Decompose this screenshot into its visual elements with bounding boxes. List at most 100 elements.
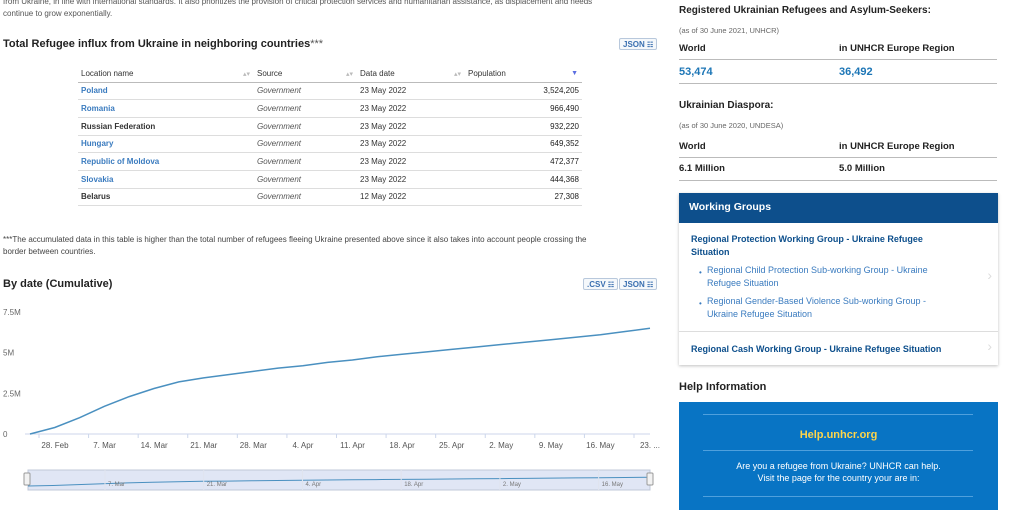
y-tick-label: 2.5M bbox=[3, 389, 21, 398]
population-cell: 966,490 bbox=[465, 99, 582, 118]
help-text-line: Visit the page for the country your are … bbox=[757, 473, 920, 483]
column-header-source[interactable]: Source ▴▾ bbox=[254, 66, 357, 83]
help-unhcr-link[interactable]: Help.unhcr.org bbox=[799, 429, 878, 441]
registered-europe-value: 36,492 bbox=[839, 66, 873, 78]
wg-gbv-line: Regional Gender-Based Violence Sub-worki… bbox=[707, 296, 926, 306]
registered-values-row: 53,474 36,492 bbox=[679, 62, 997, 84]
help-text-line: Are you a refugee from Ukraine? UNHCR ca… bbox=[736, 461, 941, 471]
navigator-series-line bbox=[27, 476, 651, 487]
table-row: Poland Government 23 May 2022 3,524,205 bbox=[78, 82, 582, 101]
registered-subtitle: (as of 30 June 2021, UNHCR) bbox=[679, 26, 780, 35]
rss-icon: ☷ bbox=[607, 282, 615, 289]
table-json-button[interactable]: JSON ☷ bbox=[619, 38, 658, 50]
working-groups-header: Working Groups bbox=[679, 193, 998, 223]
x-tick-label: 16. May bbox=[586, 441, 614, 450]
table-row: Slovakia Government 23 May 2022 444,368 bbox=[78, 170, 582, 189]
csv-button[interactable]: .CSV ☷ bbox=[583, 278, 619, 290]
registered-world-value: 53,474 bbox=[679, 66, 713, 78]
sort-desc-icon[interactable]: ▼ bbox=[571, 70, 578, 77]
column-header-location[interactable]: Location name ▴▾ bbox=[78, 66, 254, 83]
wg-child-line: Regional Child Protection Sub-working Gr… bbox=[707, 265, 928, 275]
diaspora-world-value: 6.1 Million bbox=[679, 163, 725, 174]
help-box: Help.unhcr.org Are you a refugee from Uk… bbox=[679, 402, 998, 510]
wg-protection-line: Regional Protection Working Group - Ukra… bbox=[691, 234, 923, 244]
population-table: Location name ▴▾ Source ▴▾ Data date ▴▾ Pop… bbox=[78, 66, 582, 207]
location-cell[interactable]: Republic of Moldova bbox=[78, 152, 254, 171]
x-tick-label: 7. Mar bbox=[93, 441, 116, 450]
navigator-tick-label: 7. Mar bbox=[108, 482, 125, 488]
x-tick-label: 21. Mar bbox=[190, 441, 217, 450]
rss-icon: ☷ bbox=[647, 282, 654, 289]
date-cell: 23 May 2022 bbox=[357, 170, 465, 189]
x-tick-label: 4. Apr bbox=[292, 441, 313, 450]
source-cell: Government bbox=[254, 152, 357, 171]
diaspora-subtitle: (as of 30 June 2020, UNDESA) bbox=[679, 121, 784, 130]
help-divider bbox=[703, 450, 973, 451]
table-row: Republic of Moldova Government 23 May 2022… bbox=[78, 152, 582, 171]
date-cell: 23 May 2022 bbox=[357, 82, 465, 101]
date-cell: 12 May 2022 bbox=[357, 188, 465, 207]
chevron-right-icon[interactable]: › bbox=[987, 338, 992, 354]
date-cell: 23 May 2022 bbox=[357, 117, 465, 136]
col-world-label: World bbox=[679, 43, 706, 54]
bullet-icon: • bbox=[699, 299, 702, 308]
x-tick-label: 2. May bbox=[489, 441, 513, 450]
location-cell: Belarus bbox=[78, 188, 254, 207]
source-cell: Government bbox=[254, 99, 357, 118]
sort-icon[interactable]: ▴▾ bbox=[242, 71, 250, 78]
source-cell: Government bbox=[254, 117, 357, 136]
x-tick-label: 28. Mar bbox=[240, 441, 267, 450]
x-tick-label: 25. Apr bbox=[439, 441, 465, 450]
date-cell: 23 May 2022 bbox=[357, 135, 465, 154]
sort-icon[interactable]: ▴▾ bbox=[345, 71, 353, 78]
column-header-date[interactable]: Data date ▴▾ bbox=[357, 66, 465, 83]
location-cell[interactable]: Romania bbox=[78, 99, 254, 118]
chevron-right-icon[interactable]: › bbox=[987, 267, 992, 283]
y-tick-label: 7.5M bbox=[3, 308, 21, 317]
location-cell[interactable]: Hungary bbox=[78, 135, 254, 154]
column-header-label: Location name bbox=[81, 69, 134, 79]
table-row: Belarus Government 12 May 2022 27,308 bbox=[78, 188, 582, 207]
date-cell: 23 May 2022 bbox=[357, 152, 465, 171]
table-row: Russian Federation Government 23 May 2022 9… bbox=[78, 117, 582, 136]
col-europe-label: in UNHCR Europe Region bbox=[839, 141, 955, 152]
wg-child-protection-link[interactable]: • Regional Child Protection Sub-working … bbox=[699, 264, 969, 290]
navigator-tick-label: 4. Apr bbox=[305, 482, 321, 488]
registered-title: Registered Ukrainian Refugees and Asylum… bbox=[679, 5, 931, 16]
wg-gbv-line: Ukraine Refugee Situation bbox=[707, 309, 813, 319]
navigator-tick-label: 18. Apr bbox=[404, 482, 423, 488]
rss-icon: ☷ bbox=[647, 42, 654, 49]
wg-gbv-link[interactable]: • Regional Gender-Based Violence Sub-wor… bbox=[699, 295, 969, 321]
source-cell: Government bbox=[254, 170, 357, 189]
column-header-population[interactable]: Population ▼ bbox=[465, 66, 582, 83]
population-cell: 932,220 bbox=[465, 117, 582, 136]
sort-icon[interactable]: ▴▾ bbox=[453, 71, 461, 78]
chart-json-button[interactable]: JSON ☷ bbox=[619, 278, 658, 290]
help-divider bbox=[703, 414, 973, 415]
wg-protection-link[interactable]: Regional Protection Working Group - Ukra… bbox=[691, 233, 981, 259]
navigator-tick-label: 2. May bbox=[503, 482, 521, 488]
population-cell: 3,524,205 bbox=[465, 82, 582, 101]
registered-header-row: World in UNHCR Europe Region bbox=[679, 40, 997, 60]
table-title: Total Refugee influx from Ukraine in nei… bbox=[3, 38, 323, 50]
divider bbox=[679, 331, 998, 332]
column-header-label: Source bbox=[257, 69, 283, 79]
navigator-tick-label: 16. May bbox=[602, 482, 623, 488]
diaspora-header-row: World in UNHCR Europe Region bbox=[679, 138, 997, 158]
series-line bbox=[29, 327, 651, 435]
source-cell: Government bbox=[254, 188, 357, 207]
help-divider bbox=[703, 496, 973, 497]
y-tick-label: 0 bbox=[3, 430, 8, 439]
table-row: Hungary Government 23 May 2022 649,352 bbox=[78, 135, 582, 154]
wg-cash-link[interactable]: Regional Cash Working Group - Ukraine Re… bbox=[691, 344, 942, 354]
column-header-label: Population bbox=[468, 69, 506, 79]
population-cell: 444,368 bbox=[465, 170, 582, 189]
cumulative-chart[interactable]: 7.5M 5M 2.5M 0 28. Feb 7. Mar 14. Mar 21. Mar 28… bbox=[0, 300, 660, 510]
x-tick-label: 18. Apr bbox=[389, 441, 415, 450]
x-tick-label: 9. May bbox=[539, 441, 563, 450]
column-header-label: Data date bbox=[360, 69, 395, 79]
footnote-line: ***The accumulated data in this table is… bbox=[3, 235, 587, 244]
date-cell: 23 May 2022 bbox=[357, 99, 465, 118]
location-cell[interactable]: Slovakia bbox=[78, 170, 254, 189]
location-cell[interactable]: Poland bbox=[78, 82, 254, 101]
